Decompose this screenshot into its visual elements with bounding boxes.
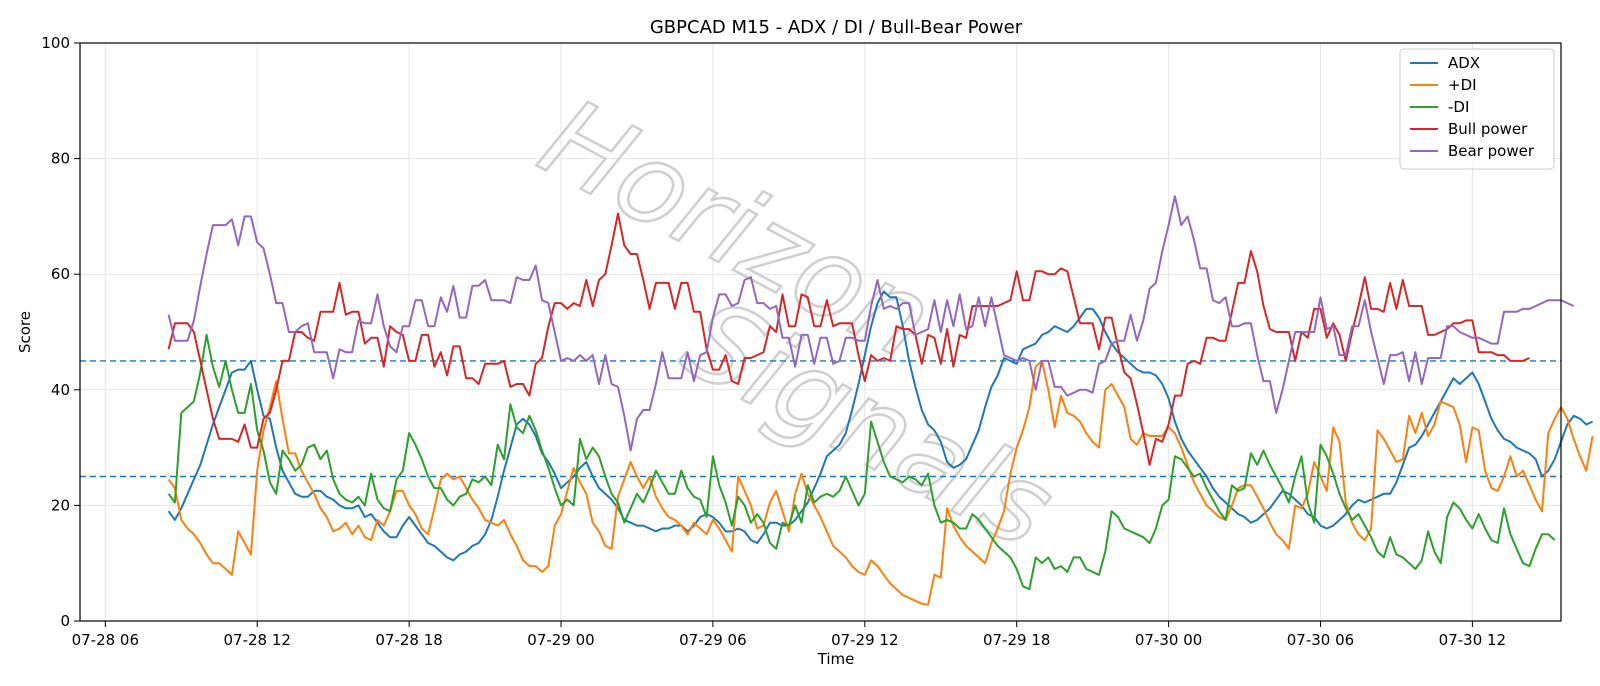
- x-tick-label: 07-29 18: [983, 631, 1050, 649]
- x-tick-label: 07-28 12: [223, 631, 290, 649]
- y-tick-label: 20: [51, 496, 70, 514]
- y-tick-label: 0: [60, 612, 70, 630]
- x-tick-label: 07-28 06: [72, 631, 139, 649]
- legend-label: Bull power: [1448, 120, 1528, 138]
- legend-label: -DI: [1448, 98, 1469, 116]
- x-tick-label: 07-29 12: [831, 631, 898, 649]
- legend: ADX +DI -DI Bull power Bear power: [1399, 48, 1555, 170]
- plot-frame: [79, 42, 1562, 622]
- series-line--di: [167, 359, 1594, 606]
- x-tick-label: 07-30 06: [1287, 631, 1354, 649]
- y-tick-label: 80: [51, 150, 70, 168]
- x-axis-title: Time: [817, 650, 855, 668]
- x-tick-label: 07-28 18: [375, 631, 442, 649]
- x-tick-label: 07-29 00: [527, 631, 594, 649]
- legend-label: +DI: [1448, 76, 1477, 94]
- y-axis-ticks: 0 20 40 60 80 100: [41, 34, 80, 630]
- x-tick-label: 07-30 00: [1135, 631, 1202, 649]
- chart-title: GBPCAD M15 - ADX / DI / Bull-Bear Power: [650, 17, 1023, 38]
- y-tick-label: 60: [51, 265, 70, 283]
- legend-frame: [1399, 48, 1555, 170]
- x-tick-label: 07-29 06: [679, 631, 746, 649]
- series-line--di: [167, 333, 1556, 591]
- reference-lines: [80, 360, 1561, 478]
- y-axis-title: Score: [16, 311, 34, 353]
- x-axis-ticks: 07-28 06 07-28 12 07-28 18 07-29 00 07-29 06…: [72, 621, 1506, 649]
- x-tick-label: 07-30 12: [1439, 631, 1506, 649]
- series-lines: [167, 195, 1594, 606]
- series-line-bear-power: [167, 195, 1575, 452]
- legend-label: ADX: [1448, 54, 1480, 72]
- legend-label: Bear power: [1448, 142, 1535, 160]
- y-tick-label: 40: [51, 381, 70, 399]
- y-tick-label: 100: [41, 34, 70, 52]
